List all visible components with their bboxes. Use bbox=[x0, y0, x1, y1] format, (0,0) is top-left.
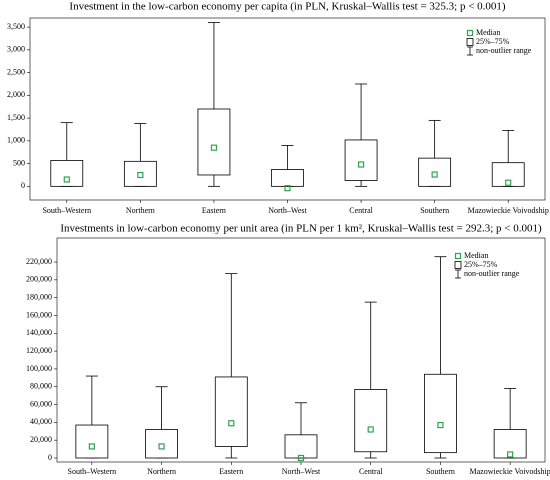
x-tick-label: Southern bbox=[426, 467, 455, 476]
y-tick-label: 80,000 bbox=[30, 382, 52, 391]
box bbox=[424, 373, 457, 454]
y-tick-label: 2,500 bbox=[7, 67, 25, 76]
box bbox=[75, 424, 109, 459]
median bbox=[228, 420, 235, 427]
x-tick-label: Southern bbox=[420, 206, 449, 215]
box bbox=[271, 169, 304, 187]
chart-title: Investments in low-carbon economy per un… bbox=[60, 223, 542, 235]
median bbox=[210, 144, 218, 151]
y-tick-label: 40,000 bbox=[30, 417, 52, 426]
median bbox=[507, 451, 514, 458]
median bbox=[63, 176, 70, 183]
x-tick-label: Northern bbox=[147, 467, 176, 476]
median bbox=[137, 171, 144, 179]
y-tick-label: 120,000 bbox=[26, 346, 52, 355]
y-tick-label: 2,000 bbox=[7, 90, 25, 99]
x-tick-label: Mazowieckie Voivodship bbox=[470, 467, 550, 476]
x-tick-label: South–Western bbox=[42, 206, 91, 215]
legend-label: Median bbox=[476, 28, 500, 37]
y-tick-label: 3,000 bbox=[7, 45, 25, 54]
box bbox=[50, 160, 84, 187]
chart-title: Investment in the low-carbon economy per… bbox=[69, 1, 505, 13]
legend-label: Median bbox=[464, 251, 488, 260]
median bbox=[284, 185, 291, 192]
y-tick-label: 0 bbox=[48, 453, 52, 462]
y-tick-label: 100,000 bbox=[26, 364, 52, 373]
legend-box bbox=[454, 261, 462, 269]
median bbox=[505, 179, 512, 186]
y-tick-label: 140,000 bbox=[26, 328, 52, 337]
legend-box bbox=[466, 38, 474, 46]
box bbox=[284, 434, 318, 459]
legend-label: 25%–75% bbox=[476, 37, 510, 46]
y-tick-label: 160,000 bbox=[26, 310, 52, 319]
x-tick-label: Central bbox=[359, 467, 383, 476]
legend-label: non-outlier range bbox=[464, 269, 520, 278]
median bbox=[158, 443, 165, 450]
box bbox=[491, 162, 525, 187]
median bbox=[357, 161, 365, 168]
y-tick-label: 1,000 bbox=[7, 136, 25, 145]
y-tick-label: 1,500 bbox=[7, 113, 25, 122]
x-tick-label: Central bbox=[349, 206, 373, 215]
x-tick-label: North–West bbox=[268, 206, 307, 215]
box bbox=[123, 160, 157, 187]
x-tick-label: Mazowieckie Voivodship bbox=[468, 206, 549, 215]
y-tick-label: 200,000 bbox=[26, 275, 52, 284]
median bbox=[88, 443, 95, 450]
median bbox=[437, 421, 444, 429]
median bbox=[431, 171, 438, 178]
box bbox=[197, 108, 231, 176]
box bbox=[344, 139, 378, 181]
x-tick-label: Northern bbox=[126, 206, 155, 215]
median bbox=[297, 454, 305, 462]
legend-median bbox=[466, 29, 474, 37]
box bbox=[354, 389, 388, 453]
x-tick-label: South–Western bbox=[68, 467, 117, 476]
y-tick-label: 60,000 bbox=[30, 399, 52, 408]
box bbox=[493, 429, 527, 459]
x-tick-label: Eastern bbox=[219, 467, 243, 476]
legend-label: 25%–75% bbox=[464, 260, 498, 269]
x-tick-label: Eastern bbox=[202, 206, 226, 215]
y-tick-label: 220,000 bbox=[26, 257, 52, 266]
y-tick-label: 180,000 bbox=[26, 293, 52, 302]
median bbox=[367, 426, 374, 433]
y-tick-label: 3,500 bbox=[7, 22, 25, 31]
legend-median bbox=[454, 252, 462, 260]
legend-label: non-outlier range bbox=[476, 46, 532, 55]
x-tick-label: North–West bbox=[282, 467, 321, 476]
y-tick-label: 500 bbox=[13, 158, 25, 167]
box bbox=[214, 376, 248, 447]
y-tick-label: 20,000 bbox=[30, 435, 52, 444]
y-tick-label: 0 bbox=[21, 181, 25, 190]
